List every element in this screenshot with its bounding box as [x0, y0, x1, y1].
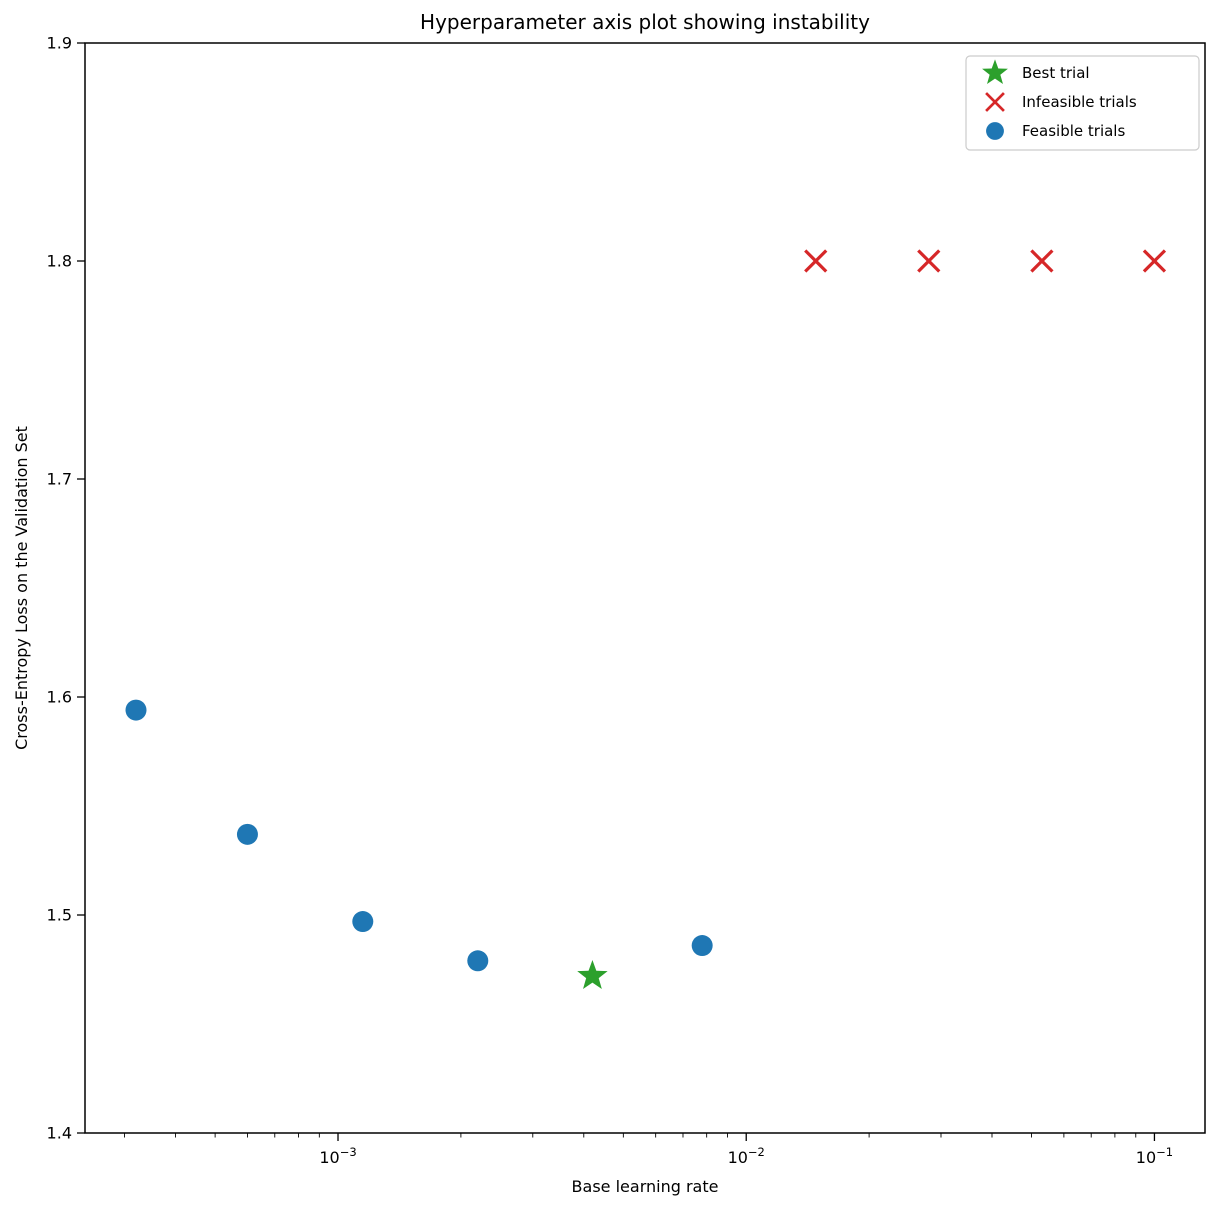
legend-marker-circle: [986, 122, 1004, 140]
x-tick-label: 10−2: [728, 1145, 765, 1167]
y-axis-ticks: 1.4 1.5 1.6 1.7 1.8 1.9: [47, 34, 85, 1143]
x-axis-label: Base learning rate: [572, 1177, 719, 1196]
data-point-x: [1030, 249, 1054, 273]
x-tick-label: 10−1: [1136, 1145, 1173, 1167]
data-point-circle: [352, 911, 374, 933]
y-tick-label: 1.8: [47, 252, 72, 271]
plot-area-border: [84, 42, 1206, 1134]
data-points: [125, 249, 1167, 989]
x-marker-stroke: [985, 92, 1005, 112]
legend-frame: [965, 55, 1200, 151]
legend-label-infeasible-trials: Infeasible trials: [1022, 93, 1137, 111]
legend-label-best-trial: Best trial: [1022, 64, 1090, 82]
x-axis-ticks: 10−3 10−2 10−1: [124, 1133, 1173, 1167]
data-point-x: [917, 249, 941, 273]
y-tick-label: 1.6: [47, 688, 72, 707]
x-marker-stroke: [804, 249, 828, 273]
legend: Best trial Infeasible trials Feasible tr…: [965, 55, 1200, 151]
x-marker-stroke: [917, 249, 941, 273]
x-tick-label: 10−3: [319, 1145, 356, 1167]
x-marker-stroke: [1142, 249, 1167, 273]
data-point-circle: [467, 950, 489, 972]
data-point-star: [577, 960, 608, 989]
data-point-circle: [236, 823, 258, 845]
data-point-x: [1142, 249, 1167, 273]
data-point-circle: [125, 699, 147, 721]
y-tick-label: 1.7: [47, 470, 72, 489]
legend-marker-star: [982, 59, 1008, 84]
y-tick-label: 1.4: [47, 1124, 72, 1143]
legend-markers: [982, 59, 1008, 140]
y-tick-label: 1.9: [47, 34, 72, 53]
y-axis-label: Cross-Entropy Loss on the Validation Set: [12, 426, 31, 750]
x-marker-stroke: [1030, 249, 1054, 273]
y-tick-label: 1.5: [47, 906, 72, 925]
data-point-circle: [691, 935, 713, 957]
chart-title: Hyperparameter axis plot showing instabi…: [420, 10, 870, 34]
data-point-x: [804, 249, 828, 273]
legend-marker-x: [985, 92, 1005, 112]
legend-label-feasible-trials: Feasible trials: [1022, 122, 1125, 140]
